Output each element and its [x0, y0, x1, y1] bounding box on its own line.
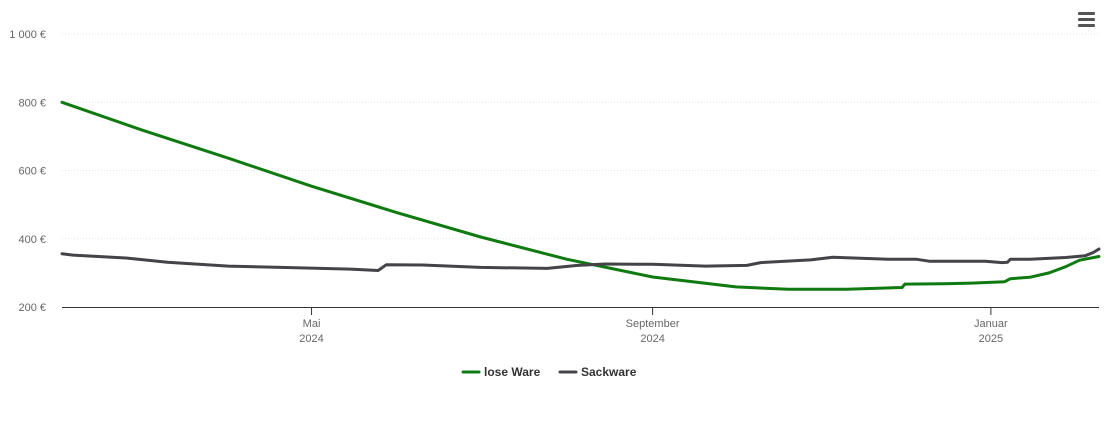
legend-item-label[interactable]: lose Ware — [484, 365, 541, 379]
x-tick-year-label: 2024 — [299, 333, 323, 345]
series-line-lose-ware[interactable] — [60, 100, 1101, 291]
grid-lines — [62, 33, 1099, 240]
hamburger-menu-icon[interactable] — [1076, 12, 1098, 32]
x-tick-label: Januar — [974, 318, 1008, 330]
y-tick-label: 400 € — [18, 234, 46, 246]
y-tick-label: 1 000 € — [9, 29, 46, 41]
y-tick-label: 200 € — [18, 302, 46, 314]
x-tick-label: Mai — [303, 318, 321, 330]
x-tick-year-label: 2025 — [979, 333, 1003, 345]
y-tick-label: 600 € — [18, 166, 46, 178]
x-tick-label: September — [626, 318, 680, 330]
legend[interactable]: lose Ware Sackware — [461, 365, 637, 379]
x-axis: Mai 2024 September 2024 Januar 2025 — [62, 307, 1099, 345]
y-tick-label: 800 € — [18, 97, 46, 109]
y-axis: 200 € 400 € 600 € 800 € 1 000 € — [9, 29, 46, 314]
series-group — [60, 100, 1101, 291]
x-tick-year-label: 2024 — [640, 333, 664, 345]
series-line-sackware[interactable] — [60, 247, 1101, 272]
legend-item-label[interactable]: Sackware — [581, 365, 637, 379]
